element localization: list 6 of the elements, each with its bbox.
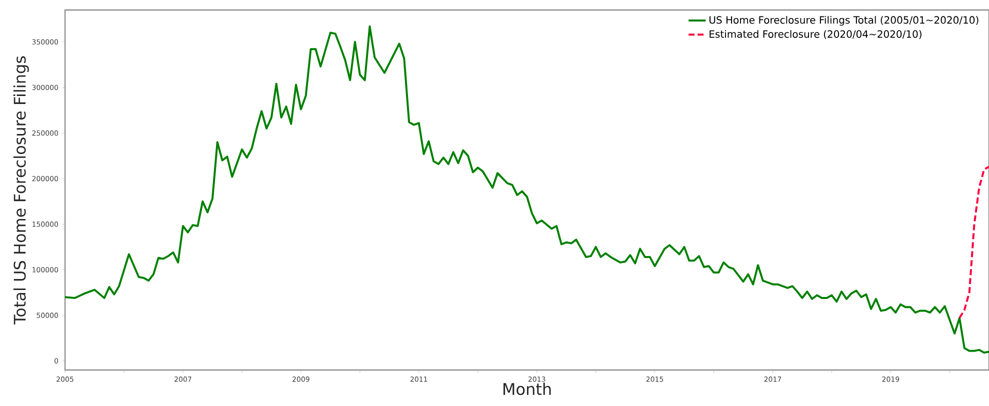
legend-label: US Home Foreclosure Filings Total (2005/01~2020/10) [710,16,978,26]
x-axis-title: Month [504,382,551,396]
line-series [65,25,989,354]
line-series [958,166,989,320]
legend-label: Estimated Foreclosure (2020/04~2020/10) [710,30,922,40]
y-axis-title: Total US Home Foreclosure Filings [13,56,29,324]
